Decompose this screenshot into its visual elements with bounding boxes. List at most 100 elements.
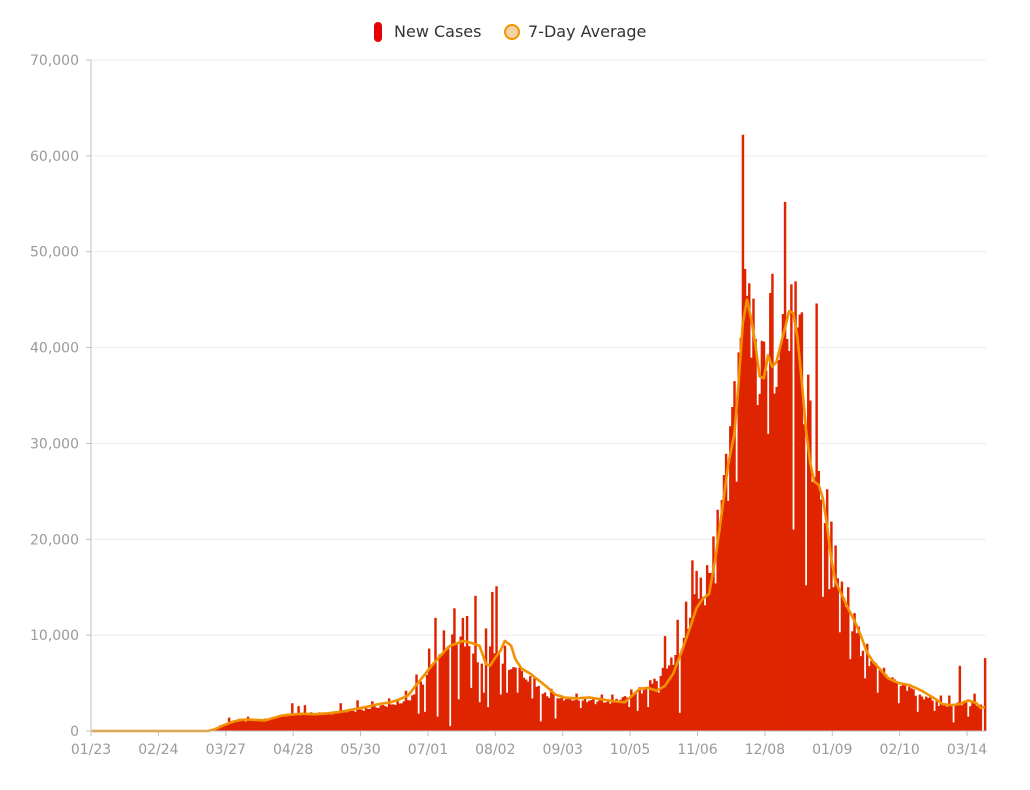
new-cases-bar [457,699,460,731]
new-cases-bar [735,481,738,731]
new-cases-bar [556,698,559,731]
new-cases-bar [286,713,290,731]
new-cases-bar [897,703,901,731]
new-cases-bar [278,715,281,731]
new-cases-bar [354,711,357,731]
legend[interactable]: New Cases 7-Day Average [374,22,646,42]
new-cases-bar [798,314,802,731]
new-cases-bar [665,668,669,731]
new-cases-bar [600,694,604,731]
new-cases-bar [777,360,780,731]
new-cases-bar [708,573,711,731]
new-cases-bar [705,565,709,731]
x-tick-label: 02/24 [138,742,178,758]
new-cases-bar [295,713,298,731]
new-cases-bar [754,338,757,731]
new-cases-bar [413,694,416,731]
new-cases-bar [948,695,951,731]
new-cases-bar [701,596,705,731]
new-cases-bar [375,707,378,731]
new-cases-bar [889,678,892,731]
new-cases-bar [868,666,871,731]
new-cases-bar [634,692,637,731]
legend-item-7-day-average[interactable]: 7-Day Average [504,22,646,41]
new-cases-bar [912,689,915,731]
new-cases-bar [958,665,962,731]
new-cases-bar [651,683,654,731]
new-cases-bar [676,619,679,731]
new-cases-bar [520,671,524,731]
new-cases-bar [927,697,930,731]
new-cases-bar [592,698,595,731]
y-tick-label: 40,000 [30,341,79,357]
new-cases-bar [253,721,256,731]
new-cases-bar [318,712,321,731]
seven-day-average-line [92,298,986,733]
legend-item-new-cases[interactable]: New Cases [374,22,481,42]
x-tick-label: 04/28 [273,742,313,758]
new-cases-bar [248,720,252,731]
new-cases-bar [903,683,907,731]
new-cases-bar [217,726,220,731]
new-cases-bar [223,723,227,731]
new-cases-bar [444,648,448,731]
new-cases-bar [415,674,418,731]
new-cases-bar [451,634,454,731]
new-cases-bar [918,694,922,731]
new-cases-bar [293,714,296,731]
new-cases-bar [606,699,610,731]
new-cases-bar [956,702,959,731]
new-cases-bar [602,702,606,731]
new-cases-bar [783,201,787,731]
new-cases-bar [847,587,850,731]
new-cases-bar [760,340,764,731]
new-cases-bar [547,697,551,731]
new-cases-bar [383,705,387,731]
new-cases-bar [474,595,477,731]
new-cases-bar [737,352,740,731]
new-cases-bar [960,705,964,731]
new-cases-bar [438,654,441,731]
new-cases-bar [941,703,945,731]
new-cases-bar [844,607,848,731]
new-cases-bar [337,712,340,731]
new-cases-bar [524,679,528,731]
new-cases-bar [427,648,431,731]
new-cases-bar [495,586,498,731]
new-cases-bar [775,386,778,731]
new-cases-bar [623,696,627,731]
new-cases-bar [282,715,286,731]
new-cases-bar [476,662,479,731]
new-cases-bar [453,608,456,731]
new-cases-bar [320,713,323,731]
x-tick-label: 02/10 [879,742,919,758]
new-cases-bar [566,697,570,731]
new-cases-bar [297,706,300,731]
new-cases-bar [526,681,530,731]
new-cases-bar [314,714,317,731]
x-tick-label: 03/14 [947,742,987,758]
new-cases-bar [655,681,658,731]
new-cases-bar [802,424,806,731]
new-cases-bar [821,596,825,731]
new-cases-bar [922,699,926,731]
new-cases-bar [347,711,351,731]
new-cases-bar [716,509,719,731]
new-cases-bar [720,499,724,731]
new-cases-bar [625,697,629,731]
new-cases-bar [731,407,734,731]
new-cases-bar [562,700,566,731]
new-cases-bar [857,626,860,731]
new-cases-bar [392,704,395,731]
gridlines [91,59,986,636]
x-tick-label: 10/05 [610,742,650,758]
new-cases-bar [895,681,898,731]
new-cases-bar [459,636,462,731]
new-cases-bar [255,719,258,731]
new-cases-bar [307,715,311,731]
new-cases-bar [545,696,549,731]
new-cases-bar [585,702,589,731]
new-cases-bar [604,702,608,731]
new-cases-bar [644,687,648,731]
new-cases-bar [811,481,814,731]
